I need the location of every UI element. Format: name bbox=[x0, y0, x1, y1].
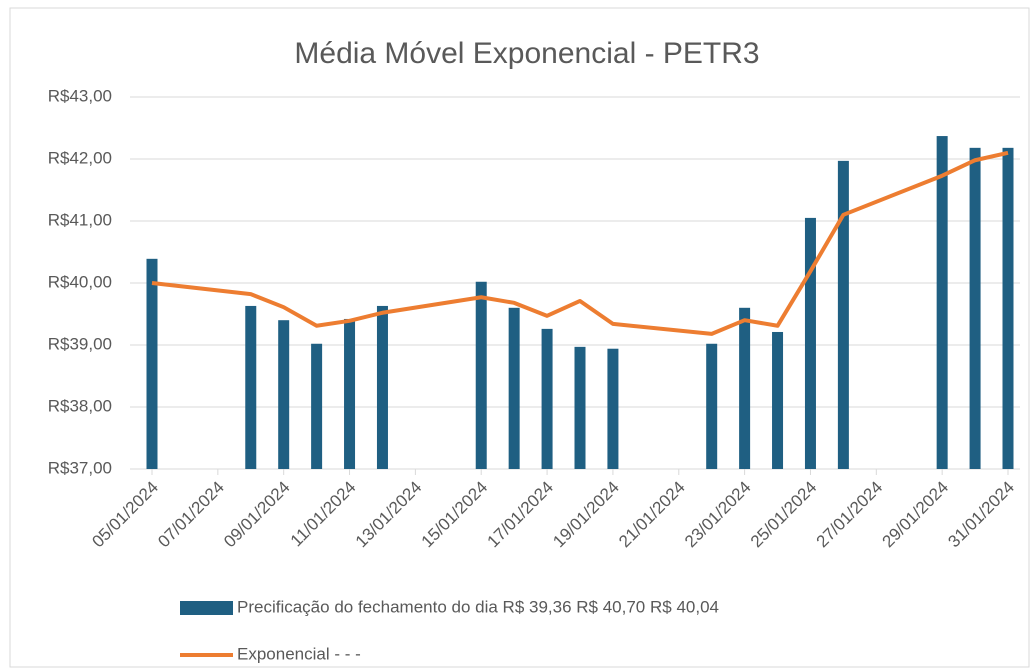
y-tick-label: R$41,00 bbox=[48, 210, 112, 229]
legend-label: Precificação do fechamento do dia R$ 39,… bbox=[237, 597, 719, 616]
bar bbox=[837, 160, 849, 470]
bar bbox=[541, 328, 553, 469]
bar bbox=[344, 318, 356, 469]
bar bbox=[475, 281, 487, 469]
y-tick-label: R$39,00 bbox=[48, 334, 112, 353]
y-tick-label: R$42,00 bbox=[48, 148, 112, 167]
bar bbox=[146, 258, 158, 469]
bar bbox=[508, 307, 520, 469]
bar bbox=[739, 307, 751, 469]
bar bbox=[772, 331, 784, 469]
bar bbox=[574, 346, 586, 469]
bar bbox=[278, 320, 290, 469]
chart-title: Média Móvel Exponencial - PETR3 bbox=[294, 37, 759, 70]
bar bbox=[376, 305, 388, 469]
bar bbox=[969, 147, 981, 469]
y-tick-label: R$37,00 bbox=[48, 458, 112, 477]
line bbox=[151, 150, 1009, 336]
bar bbox=[245, 305, 257, 469]
bar bbox=[607, 348, 619, 469]
bar bbox=[804, 217, 816, 469]
y-tick-label: R$40,00 bbox=[48, 272, 112, 291]
legend-label: Exponencial - - - bbox=[237, 644, 361, 663]
y-tick-label: R$38,00 bbox=[48, 396, 112, 415]
legend-swatch bbox=[180, 601, 233, 615]
bar bbox=[1002, 147, 1014, 469]
bar bbox=[311, 343, 323, 469]
y-tick-label: R$43,00 bbox=[48, 86, 112, 105]
bar bbox=[706, 343, 718, 469]
bar bbox=[936, 136, 948, 469]
